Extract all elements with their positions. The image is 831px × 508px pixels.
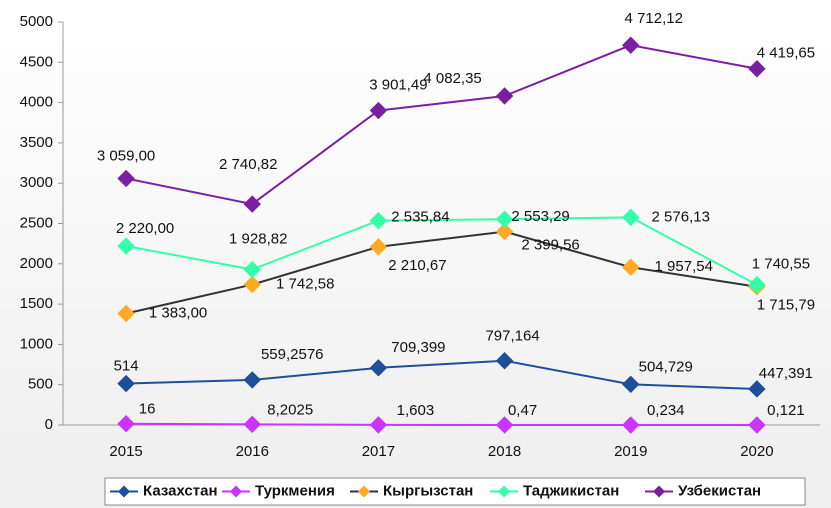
point-marker [622, 258, 640, 276]
legend-label: Туркмения [255, 482, 335, 499]
data-label: 709,399 [391, 339, 445, 356]
y-tick-label: 3000 [20, 174, 53, 191]
point-marker [495, 352, 514, 370]
y-tick-label: 3500 [20, 134, 53, 151]
data-label: 504,729 [639, 358, 693, 375]
x-tick-label: 2018 [488, 443, 521, 460]
point-marker [495, 87, 514, 105]
point-marker [117, 304, 135, 323]
point-marker [243, 275, 261, 294]
legend-marker [230, 485, 242, 498]
data-label: 559,2576 [261, 346, 324, 363]
data-label: 2 576,13 [652, 208, 710, 225]
point-marker [243, 195, 261, 213]
data-label: 0,234 [647, 402, 685, 419]
point-marker [369, 238, 388, 256]
point-marker [495, 222, 514, 241]
point-marker [243, 415, 261, 434]
y-tick-label: 2000 [20, 255, 53, 272]
y-tick-label: 2500 [20, 214, 53, 231]
point-marker [748, 60, 766, 78]
legend-marker [498, 485, 510, 498]
series-line [126, 422, 757, 426]
point-marker [243, 260, 261, 279]
y-tick-label: 500 [28, 376, 53, 393]
x-tick-label: 2017 [362, 443, 395, 460]
point-marker [117, 169, 135, 188]
data-label: 1,603 [397, 402, 435, 419]
point-marker [369, 101, 388, 120]
point-marker [369, 211, 388, 230]
legend-marker [118, 485, 130, 498]
point-marker [495, 210, 514, 228]
y-tick-label: 5000 [20, 13, 53, 30]
series-line [125, 216, 758, 286]
point-marker [243, 371, 261, 389]
point-marker [622, 375, 640, 394]
x-tick-label: 2016 [236, 443, 269, 460]
data-label: 0,121 [767, 402, 805, 419]
legend-label: Таджикистан [523, 482, 619, 499]
legend-label: Узбекистан [678, 482, 761, 499]
data-label: 4 082,35 [423, 70, 481, 87]
point-marker [748, 416, 766, 434]
x-tick-label: 2015 [109, 443, 142, 460]
point-marker [748, 380, 766, 398]
data-label: 2 553,29 [511, 208, 569, 225]
series-line [125, 230, 758, 315]
data-label: 447,391 [759, 365, 813, 382]
data-label: 514 [114, 358, 139, 375]
series-line [126, 359, 757, 390]
data-label: 1 715,79 [757, 297, 815, 314]
data-label: 0,47 [508, 402, 537, 419]
y-tick-label: 4500 [20, 53, 53, 70]
data-label: 4 712,12 [625, 10, 683, 27]
data-label: 2 399,56 [521, 237, 579, 254]
data-label: 4 419,65 [757, 45, 815, 62]
data-label: 1 928,82 [229, 231, 287, 248]
point-marker [117, 415, 135, 433]
data-label: 1 383,00 [149, 304, 207, 321]
y-tick-label: 4000 [20, 94, 53, 111]
data-label: 1 742,58 [276, 276, 334, 293]
point-marker [117, 374, 135, 393]
x-tick-label: 2020 [740, 443, 773, 460]
legend-label: Казахстан [143, 482, 218, 499]
legend-label: Кыргызстан [383, 482, 473, 499]
data-label: 8,2025 [267, 401, 313, 418]
data-label: 797,164 [485, 328, 539, 345]
series-line [125, 44, 758, 206]
data-label: 1 740,55 [752, 256, 810, 273]
y-tick-label: 0 [45, 416, 53, 433]
y-tick-label: 1000 [20, 335, 53, 352]
data-label: 16 [139, 401, 156, 418]
point-marker [117, 237, 135, 255]
x-tick-label: 2019 [614, 443, 647, 460]
y-tick-label: 1500 [20, 295, 53, 312]
data-label: 3 059,00 [97, 147, 155, 164]
data-label: 2 535,84 [391, 209, 449, 226]
legend-marker [653, 485, 665, 498]
point-marker [622, 208, 640, 227]
data-label: 1 957,54 [655, 258, 713, 275]
point-marker [622, 416, 640, 434]
point-marker [369, 359, 388, 377]
data-label: 2 220,00 [116, 220, 174, 237]
legend [104, 477, 806, 506]
point-marker [622, 36, 640, 54]
data-label: 2 740,82 [219, 156, 277, 173]
point-marker [369, 416, 388, 434]
legend-marker [358, 485, 370, 498]
data-label: 3 901,49 [369, 77, 427, 94]
data-label: 2 210,67 [388, 257, 446, 274]
point-marker [748, 276, 766, 294]
point-marker [495, 416, 514, 434]
